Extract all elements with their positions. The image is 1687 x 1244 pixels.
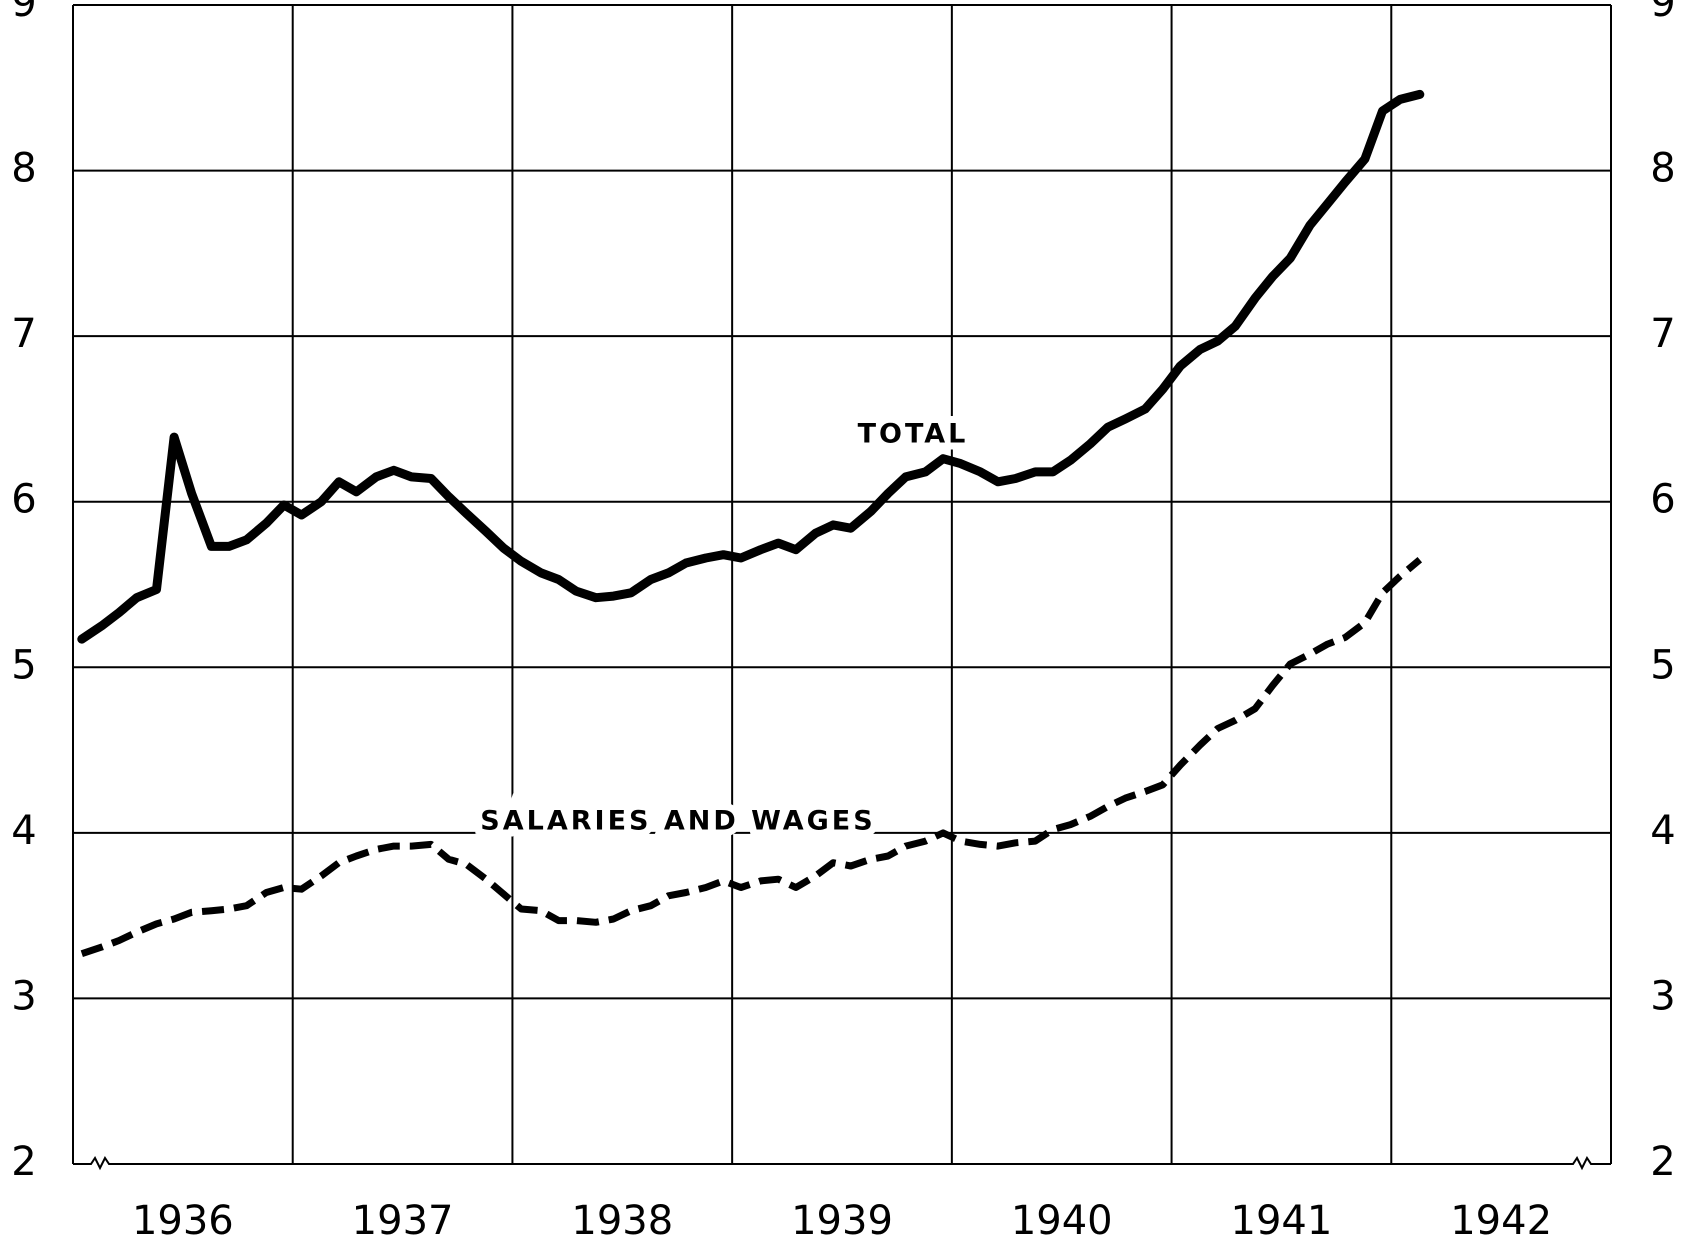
series-label: SALARIES AND WAGES bbox=[480, 806, 875, 837]
x-tick-label: 1939 bbox=[791, 1198, 893, 1244]
y-tick-label-right: 2 bbox=[1650, 1139, 1675, 1185]
y-tick-label: 9 bbox=[11, 0, 36, 26]
y-tick-label-right: 5 bbox=[1650, 642, 1675, 688]
x-tick-label: 1936 bbox=[132, 1198, 234, 1244]
series-label: TOTAL bbox=[858, 419, 969, 450]
x-axis bbox=[73, 1156, 1611, 1171]
x-tick-label: 1940 bbox=[1011, 1198, 1113, 1244]
series-line bbox=[77, 89, 1425, 644]
x-tick-label: 1942 bbox=[1450, 1198, 1552, 1244]
x-tick-label: 1941 bbox=[1231, 1198, 1333, 1244]
y-tick-label-right: 6 bbox=[1650, 477, 1675, 523]
series-line bbox=[80, 557, 1423, 958]
y-tick-label: 6 bbox=[11, 477, 36, 523]
y-tick-label-right: 8 bbox=[1650, 146, 1675, 192]
y-tick-label: 4 bbox=[11, 808, 36, 854]
y-tick-label-right: 9 bbox=[1650, 0, 1675, 26]
y-tick-label: 7 bbox=[11, 311, 36, 357]
y-tick-label: 3 bbox=[11, 973, 36, 1019]
y-tick-label-right: 4 bbox=[1650, 808, 1675, 854]
y-tick-label: 2 bbox=[11, 1139, 36, 1185]
y-tick-label-right: 3 bbox=[1650, 973, 1675, 1019]
x-tick-label: 1938 bbox=[571, 1198, 673, 1244]
y-tick-label: 8 bbox=[11, 146, 36, 192]
y-tick-label-right: 7 bbox=[1650, 311, 1675, 357]
y-tick-label: 5 bbox=[11, 642, 36, 688]
x-tick-label: 1937 bbox=[352, 1198, 454, 1244]
